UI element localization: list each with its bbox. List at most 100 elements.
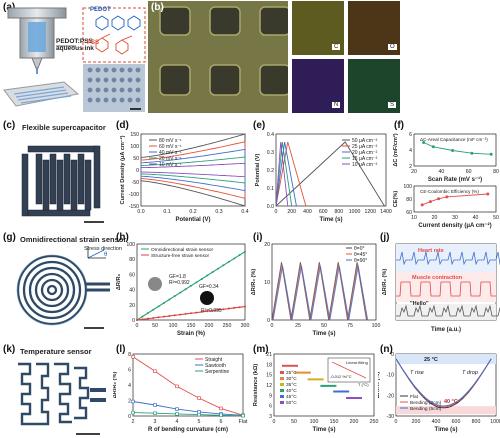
chart-f-bottom-data-point bbox=[486, 192, 490, 196]
chart-h-data-point bbox=[233, 257, 236, 260]
chart-f-bottom-plot-frame bbox=[413, 185, 497, 213]
chart-e-xtick-label: 0 bbox=[275, 209, 278, 215]
chart-l-ytick-label: 8 bbox=[128, 352, 131, 358]
chart-i-legend-label: θ=45° bbox=[354, 252, 367, 258]
panel-k-temperature-sensor-illustration bbox=[18, 362, 106, 435]
chart-f-top-data-point bbox=[422, 141, 426, 145]
chart-i-xtick-label: 75 bbox=[347, 323, 353, 329]
chart-j-speech-line bbox=[396, 304, 500, 317]
chart-d-ytick-label: -50 bbox=[132, 180, 140, 186]
chart-n-xtick-label: 800 bbox=[472, 419, 481, 425]
chart-l-legend-label: Serpentine bbox=[205, 369, 229, 375]
chart-f-top-data-point bbox=[489, 152, 493, 156]
chart-m-xtick-label: 200 bbox=[350, 419, 359, 425]
chart-l-data-point bbox=[197, 412, 201, 417]
chart-e-xtick-label: 1400 bbox=[380, 209, 392, 215]
chart-l-series-line bbox=[132, 356, 244, 416]
chart-i-legend-label: θ=90° bbox=[354, 258, 367, 264]
chart-h-film-inset-icon bbox=[200, 291, 214, 305]
element-map-s-label: S bbox=[388, 102, 397, 108]
chart-f-bottom-ytick-label: 100 bbox=[403, 184, 412, 190]
chart-n-band-40c bbox=[396, 406, 496, 415]
chart-e-series-line bbox=[275, 141, 293, 207]
chart-i-xtick-label: 0 bbox=[271, 323, 274, 329]
panel-label-c: (c) bbox=[3, 120, 16, 131]
chart-h-annotation: GF=0.34 bbox=[199, 284, 219, 290]
chart-n-legend-label: Bending (5cm) bbox=[410, 406, 442, 412]
chart-i-xlabel: Time (s) bbox=[313, 331, 336, 337]
chart-e-legend-label: 50 μA cm⁻² bbox=[352, 138, 378, 144]
chart-h-annotation: R²=0.992 bbox=[169, 280, 190, 286]
chart-h-xlabel: Strain (%) bbox=[177, 331, 205, 337]
chart-e-gcd-curves: 0 200 400 600 800 1000 1200 1400 0.0 0.1 0.2 0.3 0.4… bbox=[255, 132, 392, 223]
chart-l-series-line bbox=[132, 412, 244, 417]
chart-m-legend-swatch bbox=[280, 371, 284, 374]
chart-m-ytick-label: 9 bbox=[269, 393, 272, 399]
chart-n-annotation: T rise bbox=[410, 370, 424, 376]
chart-h-ytick-label: 20 bbox=[129, 303, 135, 309]
panel-label-f: (f) bbox=[394, 120, 404, 131]
chart-h-data-point bbox=[233, 306, 236, 309]
panel-label-k: (k) bbox=[3, 344, 16, 355]
chart-d-ytick-label: 0 bbox=[136, 168, 139, 174]
panel-label-b: (b) bbox=[151, 2, 164, 13]
chart-m-legend-label: 30°C bbox=[286, 376, 297, 382]
chart-l-data-point bbox=[153, 411, 157, 415]
chart-f-bottom-series-line bbox=[422, 193, 488, 206]
chart-m-xlabel: Time (s) bbox=[313, 427, 336, 433]
chart-m-ytick-label: 12 bbox=[266, 383, 272, 389]
chart-f-top-xtick-label: 60 bbox=[466, 169, 472, 175]
chart-h-data-point bbox=[217, 267, 219, 270]
chart-h-spiral-inset-icon bbox=[148, 277, 162, 291]
chart-h-data-point bbox=[200, 277, 203, 280]
chart-e-series-line bbox=[275, 141, 297, 207]
chart-h-xtick-label: 50 bbox=[152, 323, 158, 329]
chart-h-data-point bbox=[173, 295, 176, 298]
chart-m-inset-fit-line bbox=[331, 361, 367, 379]
chart-f-bottom-ytick-label: 80 bbox=[406, 197, 412, 203]
chart-h-data-point bbox=[195, 281, 198, 284]
panel-b-sem-image bbox=[148, 1, 288, 113]
chart-l-ytick-label: 6 bbox=[128, 368, 131, 374]
chart-i-series-line bbox=[272, 265, 369, 321]
chart-h-data-point bbox=[163, 301, 165, 304]
panel-k-title: Temperature sensor bbox=[20, 347, 92, 356]
chart-d-ytick-label: -150 bbox=[129, 204, 139, 210]
chart-h-data-point bbox=[206, 274, 209, 277]
chart-f-top-ytick-label: 2 bbox=[409, 164, 412, 170]
chart-i-ylabel: ΔR/R₀ (%) bbox=[251, 269, 257, 296]
chart-j-annotation: "Hello" bbox=[410, 301, 429, 307]
chart-i-ytick-label: 20 bbox=[264, 242, 270, 248]
element-map-c-label: C bbox=[332, 44, 341, 50]
panel-a-pedot-label: PEDOT bbox=[90, 7, 111, 13]
chart-h-data-point bbox=[168, 298, 171, 301]
chart-f-top-xlabel: Scan Rate (mV s⁻¹) bbox=[428, 176, 482, 183]
chart-d-legend-label: 10 mV s⁻¹ bbox=[159, 162, 182, 168]
chart-d-cv-curves: 0.0 0.1 0.2 0.3 0.4 -150 -100 -50 0 50 100 150 Poten… bbox=[119, 132, 249, 223]
chart-h-data-point bbox=[195, 311, 198, 314]
chart-h-ytick-label: 100 bbox=[126, 242, 135, 248]
chart-e-xtick-label: 1000 bbox=[349, 209, 361, 215]
chart-h-data-point bbox=[238, 254, 241, 257]
chart-d-series-line bbox=[140, 148, 246, 192]
chart-l-data-point bbox=[153, 403, 157, 407]
chart-n-annotation: 25 °C bbox=[424, 357, 438, 363]
chart-f-top-data-point bbox=[470, 151, 474, 155]
chart-m-ytick-label: 6 bbox=[269, 404, 272, 410]
chart-j-heart-rate-line bbox=[396, 251, 500, 266]
chart-n-legend-label: Flat bbox=[410, 394, 419, 400]
chart-j-annotation: Muscle contraction bbox=[412, 275, 463, 281]
chart-d-legend-label: 60 mV s⁻¹ bbox=[159, 144, 182, 150]
chart-e-ytick-label: 0.3 bbox=[267, 150, 274, 156]
chart-h-data-point bbox=[168, 314, 171, 317]
chart-h-data-point bbox=[184, 288, 187, 291]
chart-d-xtick-label: 0.2 bbox=[189, 209, 196, 215]
chart-h-data-point bbox=[184, 312, 187, 315]
panel-label-m: (m) bbox=[253, 344, 269, 355]
panel-g-title: Omnidirectional strain sensor bbox=[20, 235, 127, 244]
chart-h-xtick-label: 300 bbox=[241, 323, 250, 329]
chart-f-top-ylabel: ΔC (mF/cm²) bbox=[392, 133, 399, 166]
chart-f-top-xtick-label: 40 bbox=[438, 169, 444, 175]
chart-f-bottom-ylabel: CE(%) bbox=[393, 191, 399, 208]
